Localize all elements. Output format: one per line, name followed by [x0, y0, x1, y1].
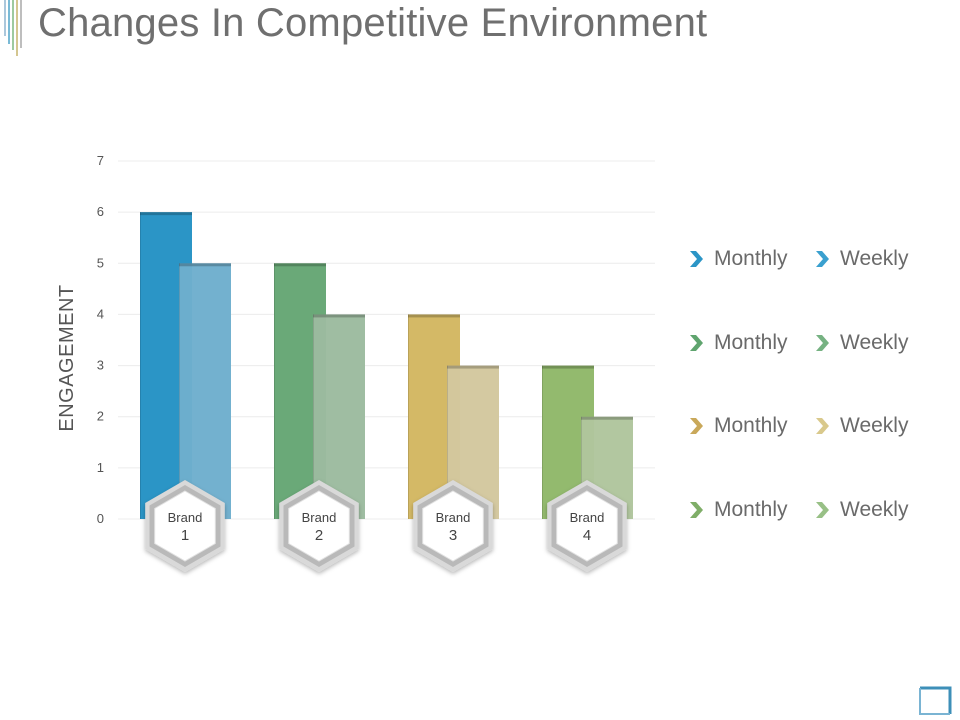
bar-top-edge — [179, 263, 231, 267]
bar-top-edge — [542, 365, 594, 369]
y-tick-label: 3 — [97, 358, 104, 373]
brand-badge-4: Brand 4 — [547, 480, 627, 572]
bar-top-edge — [313, 314, 365, 318]
y-axis-label: ENGAGEMENT — [56, 284, 78, 431]
category-label-number: 2 — [315, 527, 323, 544]
badge-inner-hexagon — [288, 490, 350, 562]
brand-badge-1: Brand 1 — [145, 480, 225, 572]
brand-badge-3: Brand 3 — [413, 480, 493, 572]
category-label-top: Brand — [436, 510, 471, 525]
y-tick-label: 4 — [97, 306, 104, 321]
bar-top-edge — [140, 212, 192, 216]
category-badges: Brand 1 Brand 2 Brand 3 Brand 4 — [145, 480, 627, 572]
category-label-number: 4 — [583, 527, 591, 544]
corner-decoration — [919, 686, 952, 715]
category-label-number: 1 — [181, 527, 189, 544]
bar-top-edge — [447, 365, 499, 369]
badge-inner-hexagon — [154, 490, 216, 562]
y-tick-label: 6 — [97, 204, 104, 219]
badge-inner-hexagon — [556, 490, 618, 562]
y-tick-labels: 0 1 2 3 4 5 6 7 — [97, 153, 104, 526]
category-label-number: 3 — [449, 527, 457, 544]
bar-top-edge — [274, 263, 326, 267]
bar-top-edge — [408, 314, 460, 318]
y-tick-label: 5 — [97, 255, 104, 270]
brand-badge-2: Brand 2 — [279, 480, 359, 572]
badge-inner-hexagon — [422, 490, 484, 562]
y-tick-label: 1 — [97, 460, 104, 475]
y-tick-label: 7 — [97, 153, 104, 168]
category-label-top: Brand — [570, 510, 605, 525]
category-label-top: Brand — [168, 510, 203, 525]
title-accent-lines — [4, 0, 22, 56]
bar-weekly-brand-1 — [179, 263, 231, 519]
bar-top-edge — [581, 416, 633, 420]
category-label-top: Brand — [302, 510, 337, 525]
y-tick-label: 2 — [97, 409, 104, 424]
y-tick-label: 0 — [97, 511, 104, 526]
page-title: Changes In Competitive Environment — [38, 1, 708, 45]
